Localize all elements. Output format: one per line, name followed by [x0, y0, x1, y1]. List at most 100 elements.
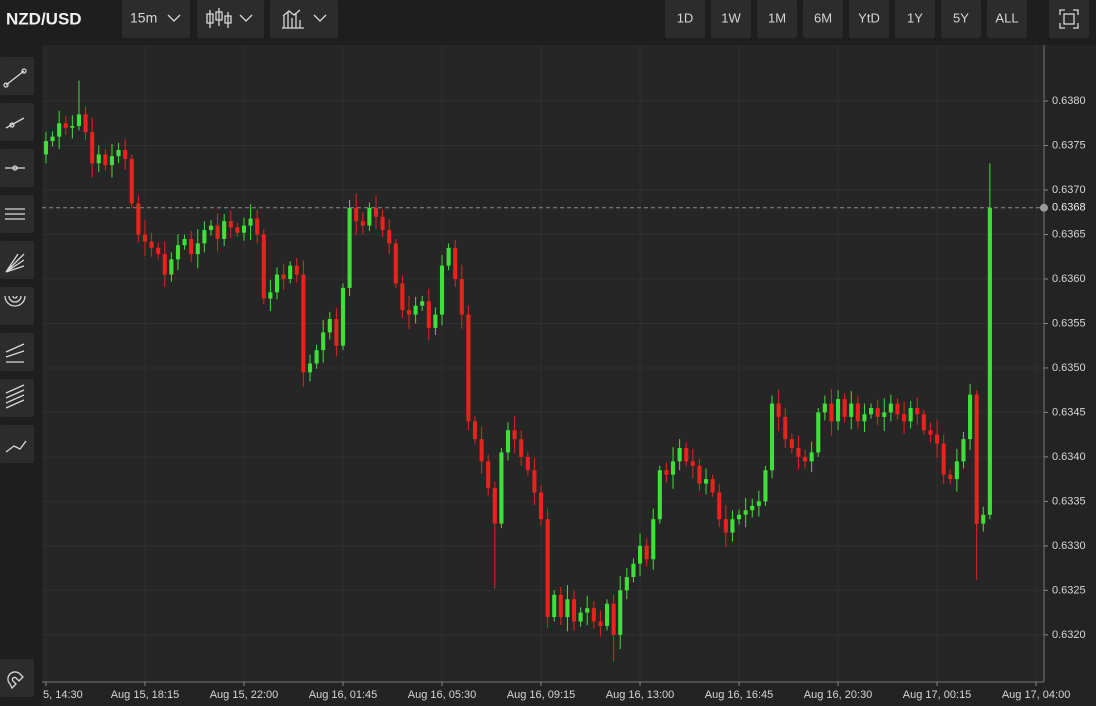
path-icon — [5, 440, 27, 453]
price-label: 0.6368 — [1052, 202, 1086, 214]
candle-body — [631, 563, 636, 578]
candle-body — [314, 350, 319, 364]
range-label[interactable]: 1Y — [907, 10, 923, 25]
trend-line-icon — [5, 70, 25, 86]
channel-icon — [5, 208, 25, 220]
candle-body — [413, 305, 418, 315]
candle-body — [763, 470, 768, 502]
button-box[interactable] — [1049, 0, 1089, 38]
x-tick-label: Aug 15, 22:00 — [210, 689, 279, 701]
candle-type-dropdown[interactable] — [197, 0, 264, 38]
candle-body — [321, 332, 326, 351]
range-button[interactable] — [757, 0, 797, 38]
candle-body — [393, 243, 398, 284]
chart-icon — [282, 9, 304, 29]
indicator-dropdown[interactable] — [270, 0, 338, 38]
tool-button[interactable] — [0, 659, 34, 697]
candle-body — [367, 207, 372, 226]
interval-dropdown[interactable]: 15m — [122, 0, 190, 38]
range-label[interactable]: ALL — [995, 10, 1018, 25]
tool-button[interactable] — [0, 333, 34, 371]
range-label[interactable]: 1D — [677, 10, 694, 25]
fan-icon — [5, 253, 25, 273]
candle-body — [809, 452, 814, 462]
range-button[interactable] — [665, 0, 705, 38]
range-label[interactable]: 1M — [768, 10, 786, 25]
candle-body — [789, 439, 794, 449]
range-buttons: 1D 1W 1M 6M YtD 1Y 5Y ALL — [665, 0, 1027, 38]
candle-body — [796, 448, 801, 457]
candle-body — [519, 439, 524, 457]
candle-body — [499, 452, 504, 524]
side-bar — [0, 45, 42, 706]
candle-body — [281, 274, 286, 279]
candle-body — [76, 114, 82, 126]
y-tick-label: 0.6360 — [1052, 273, 1086, 285]
candle-body — [373, 207, 379, 217]
y-tick-label: 0.6325 — [1052, 584, 1086, 596]
candle-body — [657, 470, 662, 520]
candle-body — [822, 403, 827, 413]
candle-body — [862, 414, 867, 422]
candle-body — [915, 407, 920, 415]
candle-body — [182, 238, 187, 246]
candle-body — [63, 123, 68, 128]
candle-body — [717, 492, 722, 520]
candle-body — [433, 314, 438, 328]
candle-body — [902, 414, 907, 422]
candle-body — [136, 203, 141, 235]
range-button[interactable] — [895, 0, 935, 38]
candle-body — [743, 510, 748, 515]
range-label[interactable]: 5Y — [953, 10, 969, 25]
range-label[interactable]: 6M — [814, 10, 832, 25]
fullscreen-button[interactable] — [1049, 0, 1089, 38]
candle-body — [215, 225, 220, 239]
drawing-tools — [0, 45, 42, 706]
candle-body — [624, 577, 629, 591]
candle-body — [472, 421, 478, 440]
candle-body — [697, 465, 702, 484]
candle-body — [334, 319, 339, 346]
candle-body — [591, 608, 596, 622]
y-tick-label: 0.6370 — [1052, 184, 1086, 196]
candle-body — [875, 407, 880, 417]
candle-body — [677, 448, 682, 462]
candle-body — [90, 132, 95, 164]
range-label[interactable]: YtD — [858, 10, 880, 25]
candle-icon — [206, 8, 232, 28]
candle-body — [954, 461, 959, 480]
range-button[interactable] — [849, 0, 889, 38]
candle-body — [987, 207, 992, 515]
candle-body — [928, 430, 933, 435]
candle-body — [301, 274, 306, 373]
dropdown-box[interactable] — [270, 0, 338, 38]
candle-body — [492, 488, 497, 524]
price-dot — [1040, 203, 1048, 212]
candle-body — [222, 221, 227, 239]
candle-body — [387, 230, 392, 244]
range-button[interactable] — [987, 0, 1027, 38]
candle-body — [248, 218, 253, 226]
range-button[interactable] — [803, 0, 843, 38]
candle-body — [974, 394, 979, 524]
interval-label[interactable]: 15m — [130, 10, 157, 26]
tool-button[interactable] — [0, 241, 34, 279]
chevron — [239, 14, 253, 22]
candle-body — [538, 492, 544, 520]
range-label[interactable]: 1W — [721, 10, 741, 25]
arc-icon — [4, 295, 26, 307]
tool-button[interactable] — [0, 425, 34, 463]
candle-body — [307, 363, 313, 373]
dropdown-box[interactable] — [122, 0, 190, 38]
candle-body — [829, 403, 834, 422]
candle-body — [347, 207, 352, 288]
candle-body — [50, 136, 55, 142]
candle-body — [255, 218, 260, 235]
y-tick-label: 0.6340 — [1052, 451, 1086, 463]
candle-body — [690, 461, 695, 466]
range-button[interactable] — [941, 0, 981, 38]
ray-icon — [5, 117, 25, 129]
candle-body — [651, 519, 656, 560]
range-button[interactable] — [711, 0, 751, 38]
